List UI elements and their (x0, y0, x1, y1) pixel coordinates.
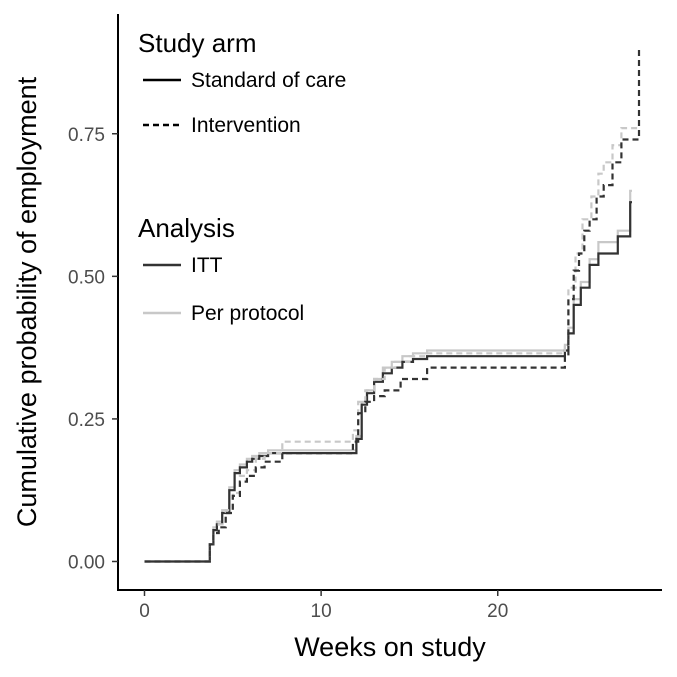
y-tick-label: 0.75 (68, 125, 105, 146)
x-tick-label: 20 (487, 601, 508, 622)
x-tick-label: 0 (139, 601, 150, 622)
series-group (144, 48, 641, 563)
series-standard-of-care-per-protocol (144, 189, 632, 563)
legend-label: Intervention (191, 114, 301, 137)
y-tick-label: 0.25 (68, 410, 105, 431)
series-standard-of-care-itt (144, 201, 632, 563)
legend-label: Per protocol (191, 302, 304, 325)
legend-label: ITT (191, 254, 223, 277)
x-ticks: 0 10 20 (139, 590, 508, 622)
y-axis-title: Cumulative probability of employment (12, 76, 42, 527)
legend-label: Standard of care (191, 69, 346, 92)
y-tick-label: 0.00 (68, 552, 105, 573)
y-ticks: 0.00 0.25 0.50 0.75 (68, 125, 118, 573)
x-axis-title: Weeks on study (294, 632, 486, 662)
x-tick-label: 10 (311, 601, 332, 622)
legend-title: Study arm (138, 28, 257, 58)
legend-title: Analysis (138, 213, 235, 243)
series-intervention-itt (144, 48, 641, 563)
legend: Study arm Standard of care Intervention Ana… (138, 28, 346, 325)
y-tick-label: 0.50 (68, 267, 105, 288)
